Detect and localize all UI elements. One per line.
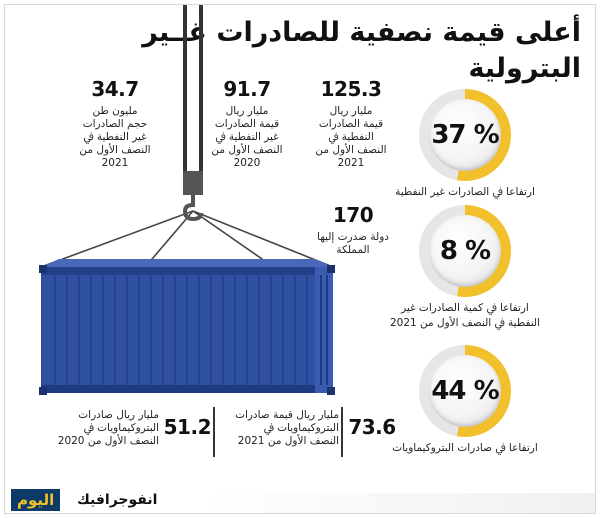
stat-nonoil-volume-2021: 34.7 مليون طن حجم الصادرات غير النفطية ﰲ…	[65, 77, 165, 170]
stat-description: مليار ريال قيمة الصادرات النفطية ﰲ النصف…	[315, 105, 387, 169]
stat-value: 170	[332, 203, 374, 227]
stat-description: مليون طن حجم الصادرات غير النفطية ﰲ النص…	[79, 105, 151, 169]
stat-divider	[341, 407, 343, 457]
stat-value: 91.7	[223, 77, 271, 101]
shipping-container-illustration	[39, 171, 335, 395]
stat-description: مليار ريال قيمة الصادرات غير النفطية ﰲ ا…	[211, 105, 283, 169]
percent-ring: 37 %	[419, 89, 511, 181]
crane-cable-left	[183, 5, 187, 175]
percent-circle-petrochemical: 44 % ارتفاعا ﰲ صادرات البتروكيماويات	[365, 345, 565, 456]
stat-nonoil-exports-2020: 91.7 مليار ريال قيمة الصادرات غير النفطي…	[197, 77, 297, 170]
stat-petrochemical-2020-value: 51.2	[163, 415, 212, 439]
percent-label: ارتفاعا ﰲ كمية الصادرات غير النفطية ﰲ ال…	[389, 302, 541, 329]
percent-ring: 44 %	[419, 345, 511, 437]
footer-tag: انفوجرافيك	[77, 492, 158, 508]
percent-value: 8 %	[439, 236, 491, 266]
stat-description: مليار ريال صادرات البتروكيماويات ﰲ النصف…	[57, 409, 159, 447]
percent-label: ارتفاعا ﰲ الصادرات غير النفطية	[395, 186, 535, 198]
percent-circle-volume: 8 % ارتفاعا ﰲ كمية الصادرات غير النفطية …	[365, 205, 565, 331]
stat-divider	[213, 407, 215, 457]
footer-stripe	[205, 493, 595, 513]
stat-description: دولة صدرت إليها المملكة	[317, 231, 389, 256]
stat-countries: 170 دولة صدرت إليها المملكة	[305, 203, 401, 257]
stat-petrochemical-2021-value: 73.6	[347, 415, 397, 439]
stat-value: 51.2	[163, 415, 212, 439]
infographic-frame: أعلى قيمة نصفية للصادرات غــير البترولية	[4, 4, 596, 514]
footer: اليوم انفوجرافيك	[5, 487, 215, 513]
percent-value: 44 %	[431, 376, 499, 406]
brand-logo: اليوم	[11, 489, 61, 511]
percent-label: ارتفاعا ﰲ صادرات البتروكيماويات	[392, 442, 538, 454]
stat-value: 125.3	[320, 77, 382, 101]
percent-circle-nonoil: 37 % ارتفاعا ﰲ الصادرات غير النفطية	[365, 89, 565, 200]
stat-oil-exports-2021: 125.3 مليار ريال قيمة الصادرات النفطية ﰲ…	[301, 77, 401, 170]
crane-cable-right	[199, 5, 203, 175]
stat-description: مليار ريال قيمة صادرات البتروكيماويات ﰲ …	[235, 409, 339, 447]
infographic-title: أعلى قيمة نصفية للصادرات غــير البترولية	[142, 17, 581, 84]
stat-petrochemical-2021-desc: مليار ريال قيمة صادرات البتروكيماويات ﰲ …	[227, 405, 339, 448]
stat-value: 73.6	[348, 415, 396, 439]
stat-petrochemical-2020-desc: مليار ريال صادرات البتروكيماويات ﰲ النصف…	[45, 405, 159, 448]
percent-ring: 8 %	[419, 205, 511, 297]
stat-value: 34.7	[91, 77, 139, 101]
percent-value: 37 %	[431, 120, 499, 150]
